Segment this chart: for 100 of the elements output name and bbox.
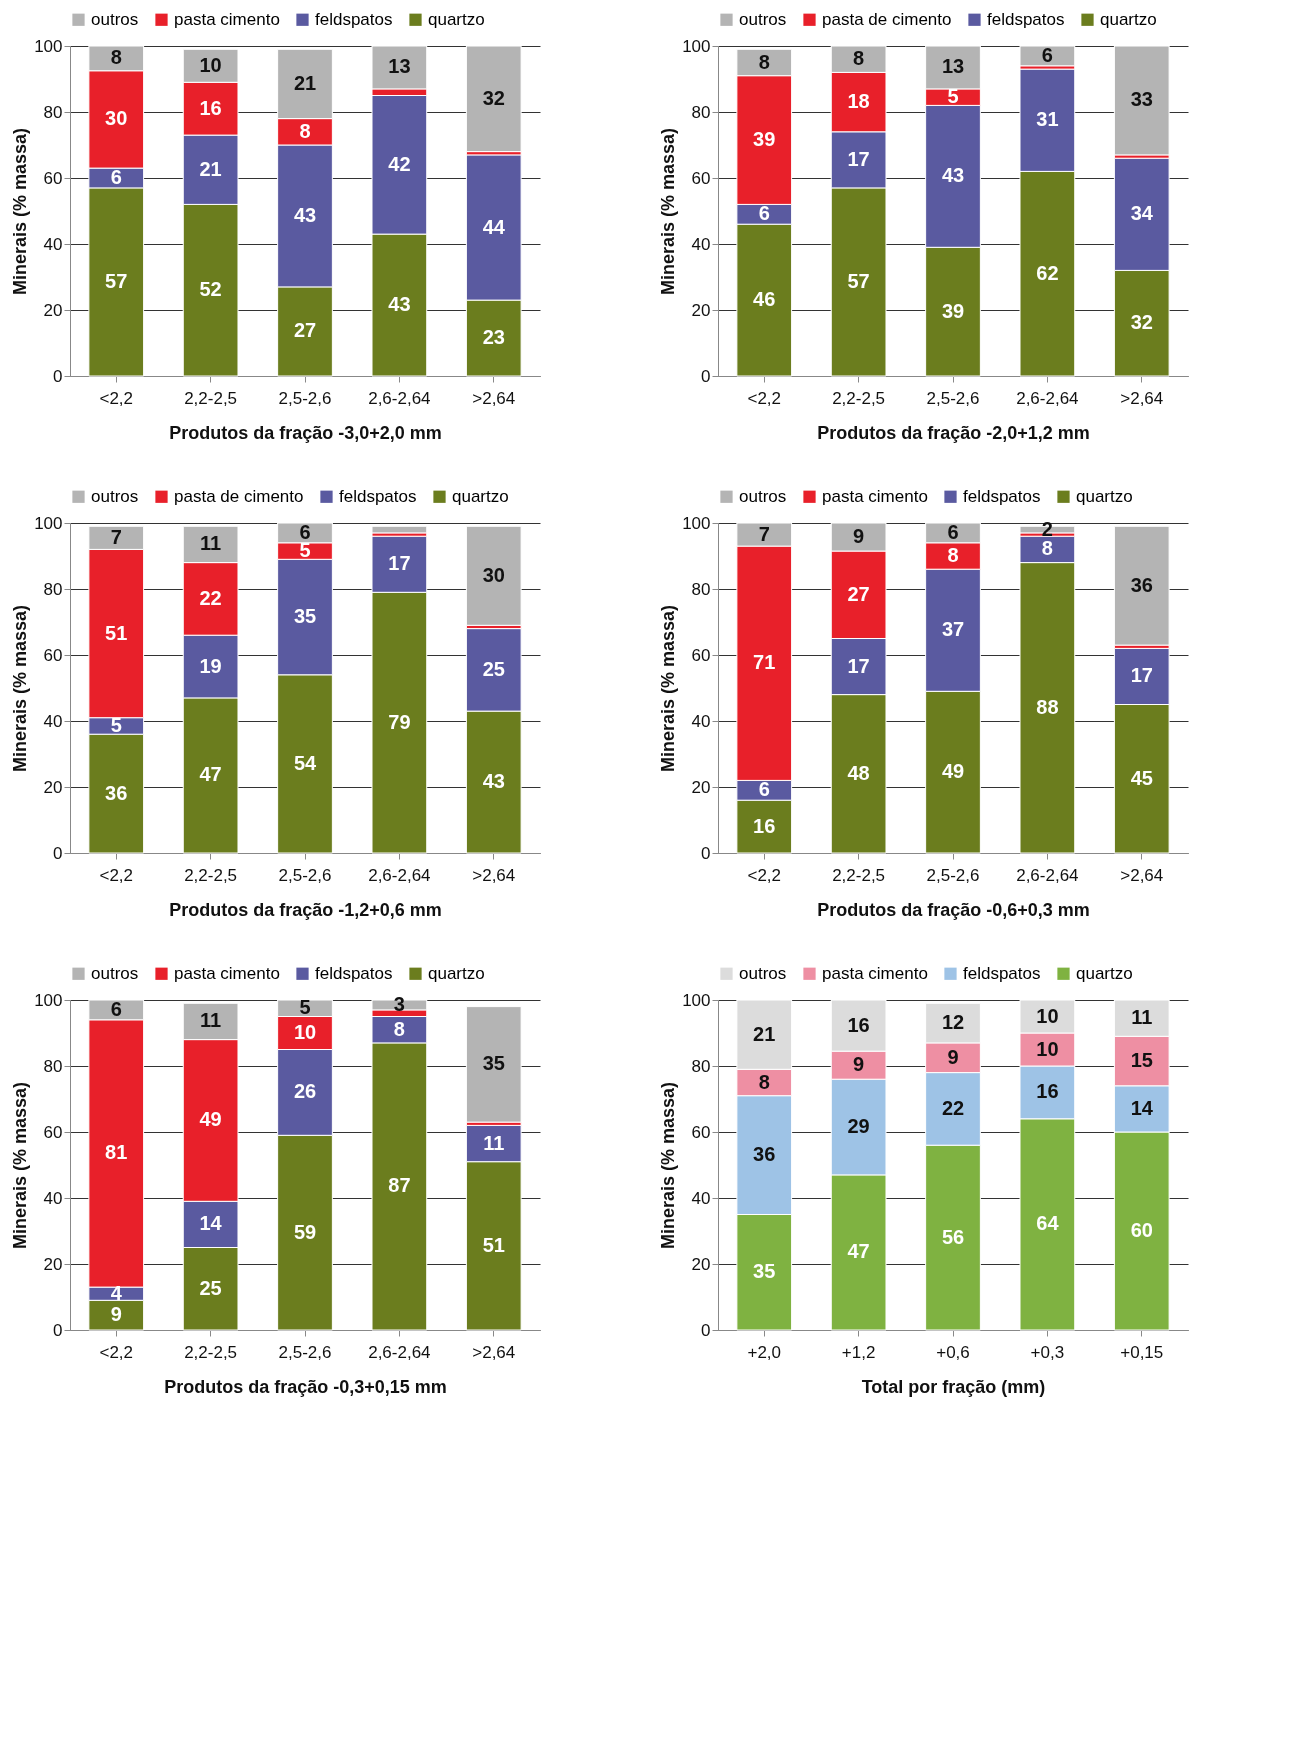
data-label: 8 xyxy=(393,1017,405,1040)
y-tick-label: 80 xyxy=(691,579,711,599)
legend-label: feldspatos xyxy=(339,486,417,506)
data-label: 88 xyxy=(1036,695,1059,718)
data-label: 27 xyxy=(847,582,870,605)
data-label: 23 xyxy=(482,326,505,349)
data-label: 36 xyxy=(105,781,128,804)
data-label: 3 xyxy=(393,992,405,1015)
data-label: 15 xyxy=(1130,1049,1153,1072)
x-tick-label: <2,2 xyxy=(99,1342,134,1362)
x-tick-label: 2,6-2,64 xyxy=(1016,388,1079,408)
legend-label: outros xyxy=(739,486,787,506)
y-tick-label: 100 xyxy=(34,513,63,533)
legend-label: quartzo xyxy=(1076,486,1133,506)
data-label: 13 xyxy=(388,55,411,78)
data-label: 36 xyxy=(1130,573,1153,596)
legend-label: quartzo xyxy=(452,486,509,506)
data-label: 43 xyxy=(293,203,317,226)
legend-label: pasta de cimento xyxy=(174,486,304,506)
data-label: 45 xyxy=(1130,766,1153,789)
data-label: 43 xyxy=(482,770,505,793)
data-label: 21 xyxy=(199,157,222,180)
x-tick-label: 2,2-2,5 xyxy=(184,1342,238,1362)
data-label: 64 xyxy=(1036,1212,1060,1235)
x-tick-label: 2,5-2,6 xyxy=(278,388,332,408)
x-tick-label: >2,64 xyxy=(472,388,516,408)
y-tick-label: 100 xyxy=(34,990,63,1010)
y-tick-label: 60 xyxy=(691,1122,711,1142)
data-label: 29 xyxy=(847,1115,870,1138)
x-tick-label: <2,2 xyxy=(747,388,782,408)
data-label: 79 xyxy=(388,710,411,733)
y-axis-title: Minerais (% massa) xyxy=(658,127,679,296)
y-tick-label: 80 xyxy=(691,1056,711,1076)
data-label: 9 xyxy=(110,1303,122,1326)
x-tick-label: >2,64 xyxy=(472,865,516,885)
data-label: 27 xyxy=(293,319,317,342)
x-tick-label: >2,64 xyxy=(1120,388,1164,408)
data-label: 8 xyxy=(299,119,311,142)
data-label: 35 xyxy=(293,605,317,628)
data-label: 17 xyxy=(847,654,870,677)
x-tick-label: 2,2-2,5 xyxy=(184,388,238,408)
data-label: 43 xyxy=(388,293,411,316)
data-label: 48 xyxy=(847,761,870,784)
x-axis-title: Produtos da fração -1,2+0,6 mm xyxy=(169,899,442,920)
data-label: 16 xyxy=(753,814,776,837)
data-label: 35 xyxy=(753,1260,776,1283)
legend-label: feldspatos xyxy=(963,486,1041,506)
data-label: 7 xyxy=(758,522,770,545)
x-tick-label: <2,2 xyxy=(747,865,782,885)
x-tick-label: 2,6-2,64 xyxy=(368,388,431,408)
data-label: 39 xyxy=(941,299,965,322)
legend-label: outros xyxy=(739,963,787,983)
data-label: 60 xyxy=(1130,1219,1153,1241)
bar xyxy=(465,45,522,153)
x-tick-label: 2,6-2,64 xyxy=(368,1342,431,1362)
data-label: 2 xyxy=(1041,517,1053,540)
x-tick-label: 2,2-2,5 xyxy=(184,865,238,885)
y-tick-label: 80 xyxy=(43,102,63,122)
legend-label: pasta cimento xyxy=(174,963,280,983)
data-label: 22 xyxy=(199,586,222,609)
data-label: 13 xyxy=(941,55,965,78)
y-axis-title: Minerais (% massa) xyxy=(658,604,679,773)
data-label: 8 xyxy=(853,47,865,70)
legend-label: feldspatos xyxy=(315,9,393,29)
y-tick-label: 40 xyxy=(691,711,711,731)
data-label: 33 xyxy=(1130,88,1153,111)
data-label: 10 xyxy=(1036,1037,1059,1060)
data-label: 25 xyxy=(482,657,505,680)
data-label: 16 xyxy=(1036,1080,1059,1103)
y-tick-label: 20 xyxy=(43,1254,63,1274)
y-tick-label: 40 xyxy=(43,234,63,254)
data-label: 11 xyxy=(200,532,222,555)
data-label: 49 xyxy=(941,760,965,783)
data-label: 49 xyxy=(199,1108,222,1131)
y-tick-label: 60 xyxy=(691,645,711,665)
legend-label: quartzo xyxy=(428,9,485,29)
y-tick-label: 0 xyxy=(53,366,63,386)
x-axis-title: Produtos da fração -0,6+0,3 mm xyxy=(817,899,1090,920)
legend-label: feldspatos xyxy=(987,9,1065,29)
data-label: 39 xyxy=(753,128,776,151)
x-tick-label: <2,2 xyxy=(99,865,134,885)
data-label: 57 xyxy=(105,269,128,292)
data-label: 16 xyxy=(199,96,222,119)
data-label: 46 xyxy=(753,288,776,311)
y-tick-label: 0 xyxy=(701,366,711,386)
x-tick-label: >2,64 xyxy=(1120,865,1164,885)
bar xyxy=(1113,525,1170,646)
y-tick-label: 0 xyxy=(53,1320,63,1340)
legend-label: feldspatos xyxy=(963,963,1041,983)
data-label: 17 xyxy=(1130,664,1153,687)
x-axis-title: Produtos da fração -0,3+0,15 mm xyxy=(164,1376,447,1397)
data-label: 56 xyxy=(941,1225,965,1248)
x-tick-label: +0,15 xyxy=(1120,1342,1164,1362)
y-tick-label: 60 xyxy=(43,1122,63,1142)
bar xyxy=(1019,45,1076,67)
data-label: 18 xyxy=(847,90,870,113)
data-label: 9 xyxy=(853,525,865,548)
data-label: 36 xyxy=(753,1143,776,1166)
data-label: 12 xyxy=(941,1011,965,1034)
y-tick-label: 100 xyxy=(682,36,711,56)
